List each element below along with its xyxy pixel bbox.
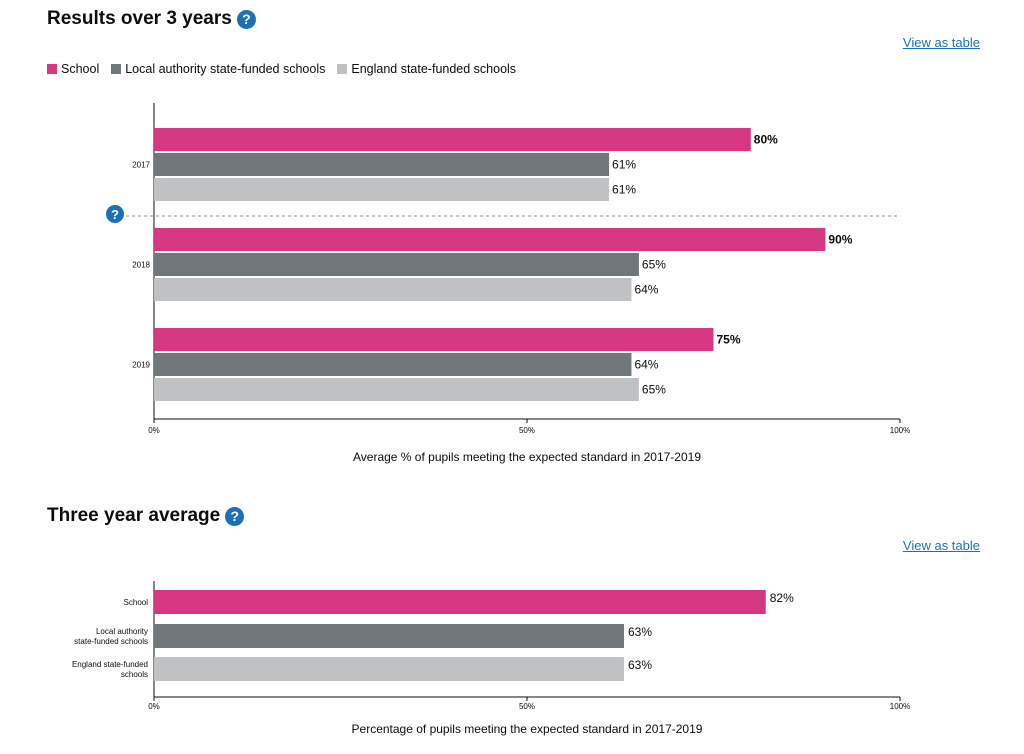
help-icon[interactable]: ? bbox=[236, 9, 256, 29]
data-label-local-authority-state-funded-schools: 63% bbox=[628, 625, 652, 639]
legend-item-school: School bbox=[47, 62, 99, 76]
divider-help-icon bbox=[106, 205, 124, 223]
bar-local-authority-state-funded-schools-2018 bbox=[154, 253, 639, 276]
legend-swatch-england bbox=[337, 64, 348, 74]
data-label-school-2018: 90% bbox=[828, 233, 852, 247]
x-tick-label: 100% bbox=[890, 426, 910, 435]
bar-school-2018 bbox=[154, 228, 826, 251]
bar-england-state-funded-schools-2018 bbox=[154, 278, 632, 301]
data-label-local-authority-state-funded-schools-2019: 64% bbox=[634, 358, 658, 372]
x-tick-label: 0% bbox=[148, 702, 160, 711]
chart-legend: School Local authority state-funded scho… bbox=[47, 62, 516, 76]
bar-england-state-funded-schools-2019 bbox=[154, 378, 639, 401]
three-year-heading-text: Three year average bbox=[47, 505, 221, 526]
bar-local-authority-state-funded-schools bbox=[154, 624, 624, 648]
bar-school-2017 bbox=[154, 128, 751, 151]
legend-swatch-local-authority bbox=[111, 64, 122, 74]
x-tick-label: 50% bbox=[519, 426, 535, 435]
x-tick-label: 100% bbox=[890, 702, 910, 711]
help-icon[interactable]: ? bbox=[225, 506, 245, 526]
y-tick-label-2019: 2019 bbox=[132, 361, 150, 370]
data-label-local-authority-state-funded-schools-2017: 61% bbox=[612, 158, 636, 172]
bar-school bbox=[154, 590, 766, 614]
y-tick-label-school: School bbox=[124, 598, 149, 607]
legend-label-school: School bbox=[61, 62, 100, 76]
data-label-england-state-funded-schools-2017: 61% bbox=[612, 183, 636, 197]
x-tick-label: 50% bbox=[519, 702, 535, 711]
legend-label-england: England state-funded schools bbox=[351, 62, 517, 76]
y-tick-label-local-authority-state-funded-schools: Local authority bbox=[96, 627, 148, 636]
data-label-england-state-funded-schools-2018: 64% bbox=[634, 283, 658, 297]
legend-label-local-authority: Local authority state-funded schools bbox=[125, 62, 326, 76]
results-3-years-heading: Results over 3 years ? bbox=[47, 8, 256, 30]
three-year-average-heading: Three year average ? bbox=[47, 505, 245, 527]
y-tick-label-2017: 2017 bbox=[132, 161, 150, 170]
bar-england-state-funded-schools-2017 bbox=[154, 178, 610, 201]
data-label-school-2017: 80% bbox=[754, 133, 778, 147]
data-label-england-state-funded-schools-2019: 65% bbox=[642, 383, 666, 397]
results-3-years-chart: 0% 50% 100%? 2017 80% 61% 61% 2018 90% 65% 64% 2019… bbox=[106, 103, 910, 464]
legend-swatch-school bbox=[47, 64, 57, 74]
x-axis-title: Percentage of pupils meeting the expecte… bbox=[352, 722, 703, 736]
results-heading-text: Results over 3 years bbox=[47, 8, 232, 29]
view-as-table-link-2[interactable]: View as table bbox=[902, 538, 980, 553]
y-tick-label-local-authority-state-funded-schools: state-funded schools bbox=[74, 637, 148, 646]
data-label-school: 82% bbox=[770, 591, 794, 605]
bar-local-authority-state-funded-schools-2017 bbox=[154, 153, 610, 176]
legend-item-local-authority: Local authority state-funded schools bbox=[111, 62, 325, 76]
data-label-local-authority-state-funded-schools-2018: 65% bbox=[642, 258, 666, 272]
divider-help-icon-glyph: ? bbox=[111, 207, 119, 222]
x-tick-label: 0% bbox=[148, 426, 160, 435]
bar-school-2019 bbox=[154, 328, 714, 351]
data-label-school-2019: 75% bbox=[717, 333, 741, 347]
y-tick-label-england-state-funded-schools: England state-funded bbox=[72, 660, 148, 669]
y-tick-label-england-state-funded-schools: schools bbox=[121, 670, 148, 679]
x-axis-title: Average % of pupils meeting the expected… bbox=[353, 450, 701, 464]
y-tick-label-2018: 2018 bbox=[132, 261, 150, 270]
view-as-table-link-1[interactable]: View as table bbox=[902, 35, 980, 50]
legend-item-england: England state-funded schools bbox=[337, 62, 516, 76]
bar-local-authority-state-funded-schools-2019 bbox=[154, 353, 632, 376]
data-label-england-state-funded-schools: 63% bbox=[628, 658, 652, 672]
bar-england-state-funded-schools bbox=[154, 657, 624, 681]
